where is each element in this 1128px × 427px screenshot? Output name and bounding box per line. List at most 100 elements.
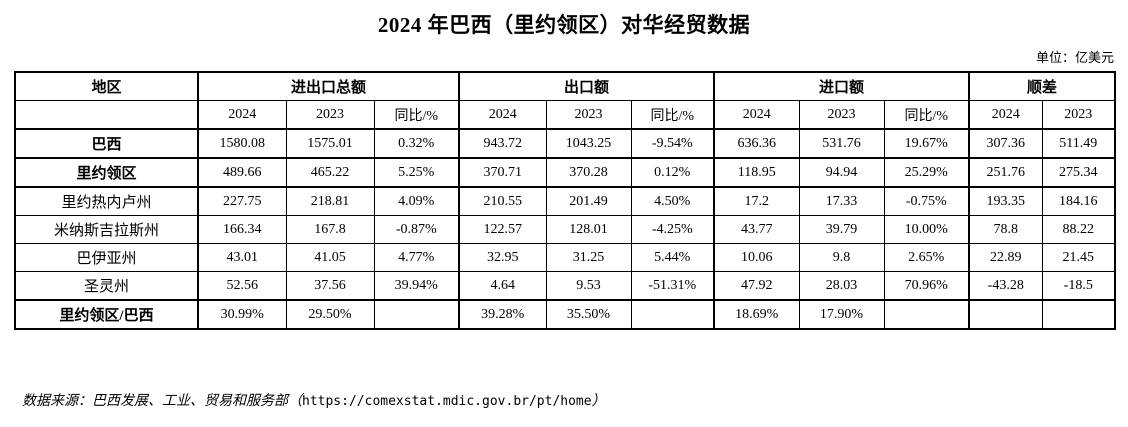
- value-cell: -4.25%: [630, 215, 715, 244]
- value-cell: -0.87%: [373, 215, 460, 244]
- value-cell: [630, 299, 715, 330]
- value-cell: 52.56: [197, 271, 287, 301]
- region-name: 巴伊亚州: [14, 243, 199, 272]
- table-body: 巴西 1580.08 1575.01 0.32% 943.72 1043.25 -9.54%…: [14, 128, 1116, 330]
- unit-label: 单位：亿美元: [1035, 50, 1114, 65]
- value-cell: 9.8: [798, 243, 885, 272]
- table-row: 里约热内卢州 227.75 218.81 4.09% 210.55 201.49 4.50%…: [14, 186, 1116, 216]
- region-name: 里约领区: [14, 157, 199, 188]
- value-cell: [1041, 299, 1116, 330]
- table-row: 米纳斯吉拉斯州 166.34 167.8 -0.87% 122.57 128.01 -4.2…: [14, 215, 1116, 244]
- value-cell: [373, 299, 460, 330]
- value-cell: 0.32%: [373, 128, 460, 159]
- header-group: 出口额: [458, 71, 715, 101]
- value-cell: 39.28%: [458, 299, 547, 330]
- value-cell: 39.94%: [373, 271, 460, 301]
- value-cell: 1580.08: [197, 128, 287, 159]
- header-subcol: 2024: [458, 100, 547, 130]
- value-cell: 22.89: [968, 243, 1043, 272]
- region-name: 圣灵州: [14, 271, 199, 301]
- header-subcol: 2023: [1041, 100, 1117, 130]
- value-cell: 28.03: [798, 271, 885, 301]
- value-cell: 1043.25: [545, 128, 632, 159]
- value-cell: 511.49: [1041, 128, 1116, 159]
- value-cell: 17.33: [798, 186, 885, 216]
- value-cell: 70.96%: [883, 271, 970, 301]
- value-cell: 201.49: [545, 186, 632, 216]
- value-cell: 21.45: [1041, 243, 1116, 272]
- header-region: 地区: [14, 71, 199, 101]
- value-cell: 43.01: [197, 243, 287, 272]
- data-source-line: 数据来源：巴西发展、工业、贸易和服务部（https://comexstat.md…: [22, 390, 1128, 410]
- value-cell: -51.31%: [630, 271, 715, 301]
- value-cell: 25.29%: [883, 157, 970, 188]
- value-cell: 465.22: [285, 157, 375, 188]
- table-row: 里约领区/巴西 30.99% 29.50% 39.28% 35.50% 18.69% 17.…: [14, 299, 1116, 330]
- header-region-spacer: [14, 100, 199, 130]
- value-cell: 184.16: [1041, 186, 1116, 216]
- header-subcol: 2023: [798, 100, 885, 130]
- region-name: 米纳斯吉拉斯州: [14, 215, 199, 244]
- value-cell: 41.05: [285, 243, 375, 272]
- value-cell: 17.2: [713, 186, 800, 216]
- value-cell: 2.65%: [883, 243, 970, 272]
- header-subcol: 同比/%: [373, 100, 460, 130]
- value-cell: -9.54%: [630, 128, 715, 159]
- value-cell: 193.35: [968, 186, 1043, 216]
- header-subcol: 2023: [285, 100, 375, 130]
- value-cell: 275.34: [1041, 157, 1116, 188]
- value-cell: 35.50%: [545, 299, 632, 330]
- region-name: 里约领区/巴西: [14, 299, 199, 330]
- header-subcol: 2023: [545, 100, 632, 130]
- value-cell: 0.12%: [630, 157, 715, 188]
- value-cell: 39.79: [798, 215, 885, 244]
- value-cell: 10.00%: [883, 215, 970, 244]
- value-cell: 88.22: [1041, 215, 1116, 244]
- header-group: 进出口总额: [197, 71, 460, 101]
- value-cell: 218.81: [285, 186, 375, 216]
- header-subcol: 2024: [713, 100, 800, 130]
- value-cell: 32.95: [458, 243, 547, 272]
- header-subcol: 同比/%: [883, 100, 970, 130]
- value-cell: [883, 299, 970, 330]
- value-cell: 30.99%: [197, 299, 287, 330]
- value-cell: -0.75%: [883, 186, 970, 216]
- value-cell: 1575.01: [285, 128, 375, 159]
- source-url: https://comexstat.mdic.gov.br/pt/home: [302, 394, 592, 409]
- value-cell: 18.69%: [713, 299, 800, 330]
- table-row: 里约领区 489.66 465.22 5.25% 370.71 370.28 0.12% 11…: [14, 157, 1116, 188]
- table-row: 巴西 1580.08 1575.01 0.32% 943.72 1043.25 -9.54%…: [14, 128, 1116, 159]
- header-group: 进口额: [713, 71, 970, 101]
- value-cell: 307.36: [968, 128, 1043, 159]
- value-cell: 4.50%: [630, 186, 715, 216]
- value-cell: 636.36: [713, 128, 800, 159]
- value-cell: 78.8: [968, 215, 1043, 244]
- value-cell: 4.77%: [373, 243, 460, 272]
- value-cell: 5.25%: [373, 157, 460, 188]
- value-cell: 122.57: [458, 215, 547, 244]
- value-cell: 29.50%: [285, 299, 375, 330]
- header-group: 顺差: [968, 71, 1117, 101]
- value-cell: 251.76: [968, 157, 1043, 188]
- region-name: 巴西: [14, 128, 199, 159]
- value-cell: 943.72: [458, 128, 547, 159]
- table-header: 地区 进出口总额 出口额 进口额 顺差 2024 2023 同比/% 2024 2023 同比/% 2…: [14, 71, 1117, 130]
- value-cell: 370.28: [545, 157, 632, 188]
- header-subcol: 2024: [968, 100, 1043, 130]
- value-cell: 4.09%: [373, 186, 460, 216]
- value-cell: 17.90%: [798, 299, 885, 330]
- data-source-suffix: ）: [591, 394, 606, 409]
- page-title: 2024 年巴西（里约领区）对华经贸数据: [377, 13, 751, 37]
- value-cell: 47.92: [713, 271, 800, 301]
- value-cell: -43.28: [968, 271, 1043, 301]
- value-cell: 118.95: [713, 157, 800, 188]
- value-cell: 10.06: [713, 243, 800, 272]
- value-cell: 5.44%: [630, 243, 715, 272]
- value-cell: 531.76: [798, 128, 885, 159]
- value-cell: 4.64: [458, 271, 547, 301]
- table-row: 巴伊亚州 43.01 41.05 4.77% 32.95 31.25 5.44% 10.06 9…: [14, 243, 1116, 272]
- value-cell: 43.77: [713, 215, 800, 244]
- value-cell: 37.56: [285, 271, 375, 301]
- value-cell: 94.94: [798, 157, 885, 188]
- value-cell: [968, 299, 1043, 330]
